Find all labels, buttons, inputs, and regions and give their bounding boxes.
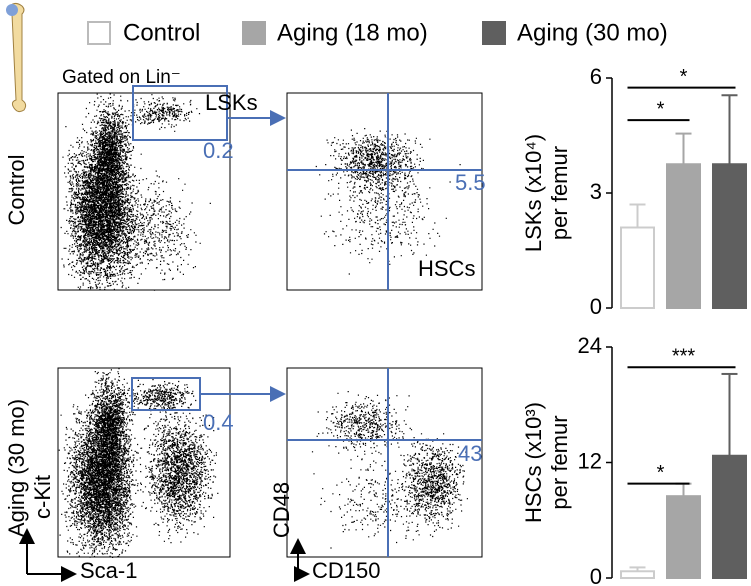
bar: [620, 226, 655, 309]
row-label: Control: [4, 155, 29, 226]
significance-label: *: [657, 462, 665, 484]
bar: [666, 495, 701, 579]
legend-label: Aging (18 mo): [277, 19, 428, 46]
event-dots: [311, 391, 468, 549]
plot-frame: [57, 367, 231, 558]
plot-frame: [286, 92, 483, 291]
y-tick-label: 6: [590, 64, 602, 89]
plot-frame: [57, 92, 231, 291]
y-tick-label: 12: [578, 448, 602, 473]
axis-label: CD48: [269, 482, 294, 538]
significance-label: *: [657, 98, 665, 120]
bone-icon: [6, 2, 27, 113]
significance-label: *: [680, 66, 688, 88]
row-label: Aging (30 mo): [4, 399, 29, 537]
significance-label: ***: [672, 345, 696, 367]
bar: [712, 163, 747, 309]
y-tick-label: 0: [590, 294, 602, 319]
y-axis-label: per femur: [547, 146, 572, 240]
gate-value: 5.5: [455, 170, 486, 195]
gate-label: HSCs: [418, 256, 475, 281]
gate-label: LSKs: [205, 90, 258, 115]
y-axis-label: LSKs (x10⁴): [521, 134, 546, 252]
axis-label: CD150: [312, 558, 380, 583]
y-tick-label: 24: [578, 333, 602, 358]
gating-label: Gated on Lin⁻: [62, 67, 181, 88]
gate-value: 0.4: [203, 410, 234, 435]
legend-swatch: [482, 21, 506, 45]
bar: [666, 163, 701, 309]
bar: [712, 454, 747, 580]
gate-value: 43: [458, 441, 482, 466]
y-tick-label: 0: [590, 564, 602, 586]
legend-label: Control: [123, 19, 200, 46]
gate-value: 0.2: [203, 138, 234, 163]
gates: [131, 85, 482, 557]
y-axis-label: per femur: [547, 415, 572, 509]
y-axis-label: HSCs (x10³): [521, 402, 546, 523]
bar: [620, 570, 655, 580]
axis-label: c-Kit: [30, 475, 55, 519]
axis-arrows: [19, 528, 310, 582]
legend-label: Aging (30 mo): [517, 19, 668, 46]
event-dots: [60, 93, 211, 291]
plot-frame: [286, 367, 483, 558]
y-tick-label: 3: [590, 179, 602, 204]
legend-swatch: [242, 21, 266, 45]
event-dots: [58, 368, 219, 558]
legend-swatch: [87, 21, 111, 45]
axis-label: Sca-1: [80, 558, 137, 583]
